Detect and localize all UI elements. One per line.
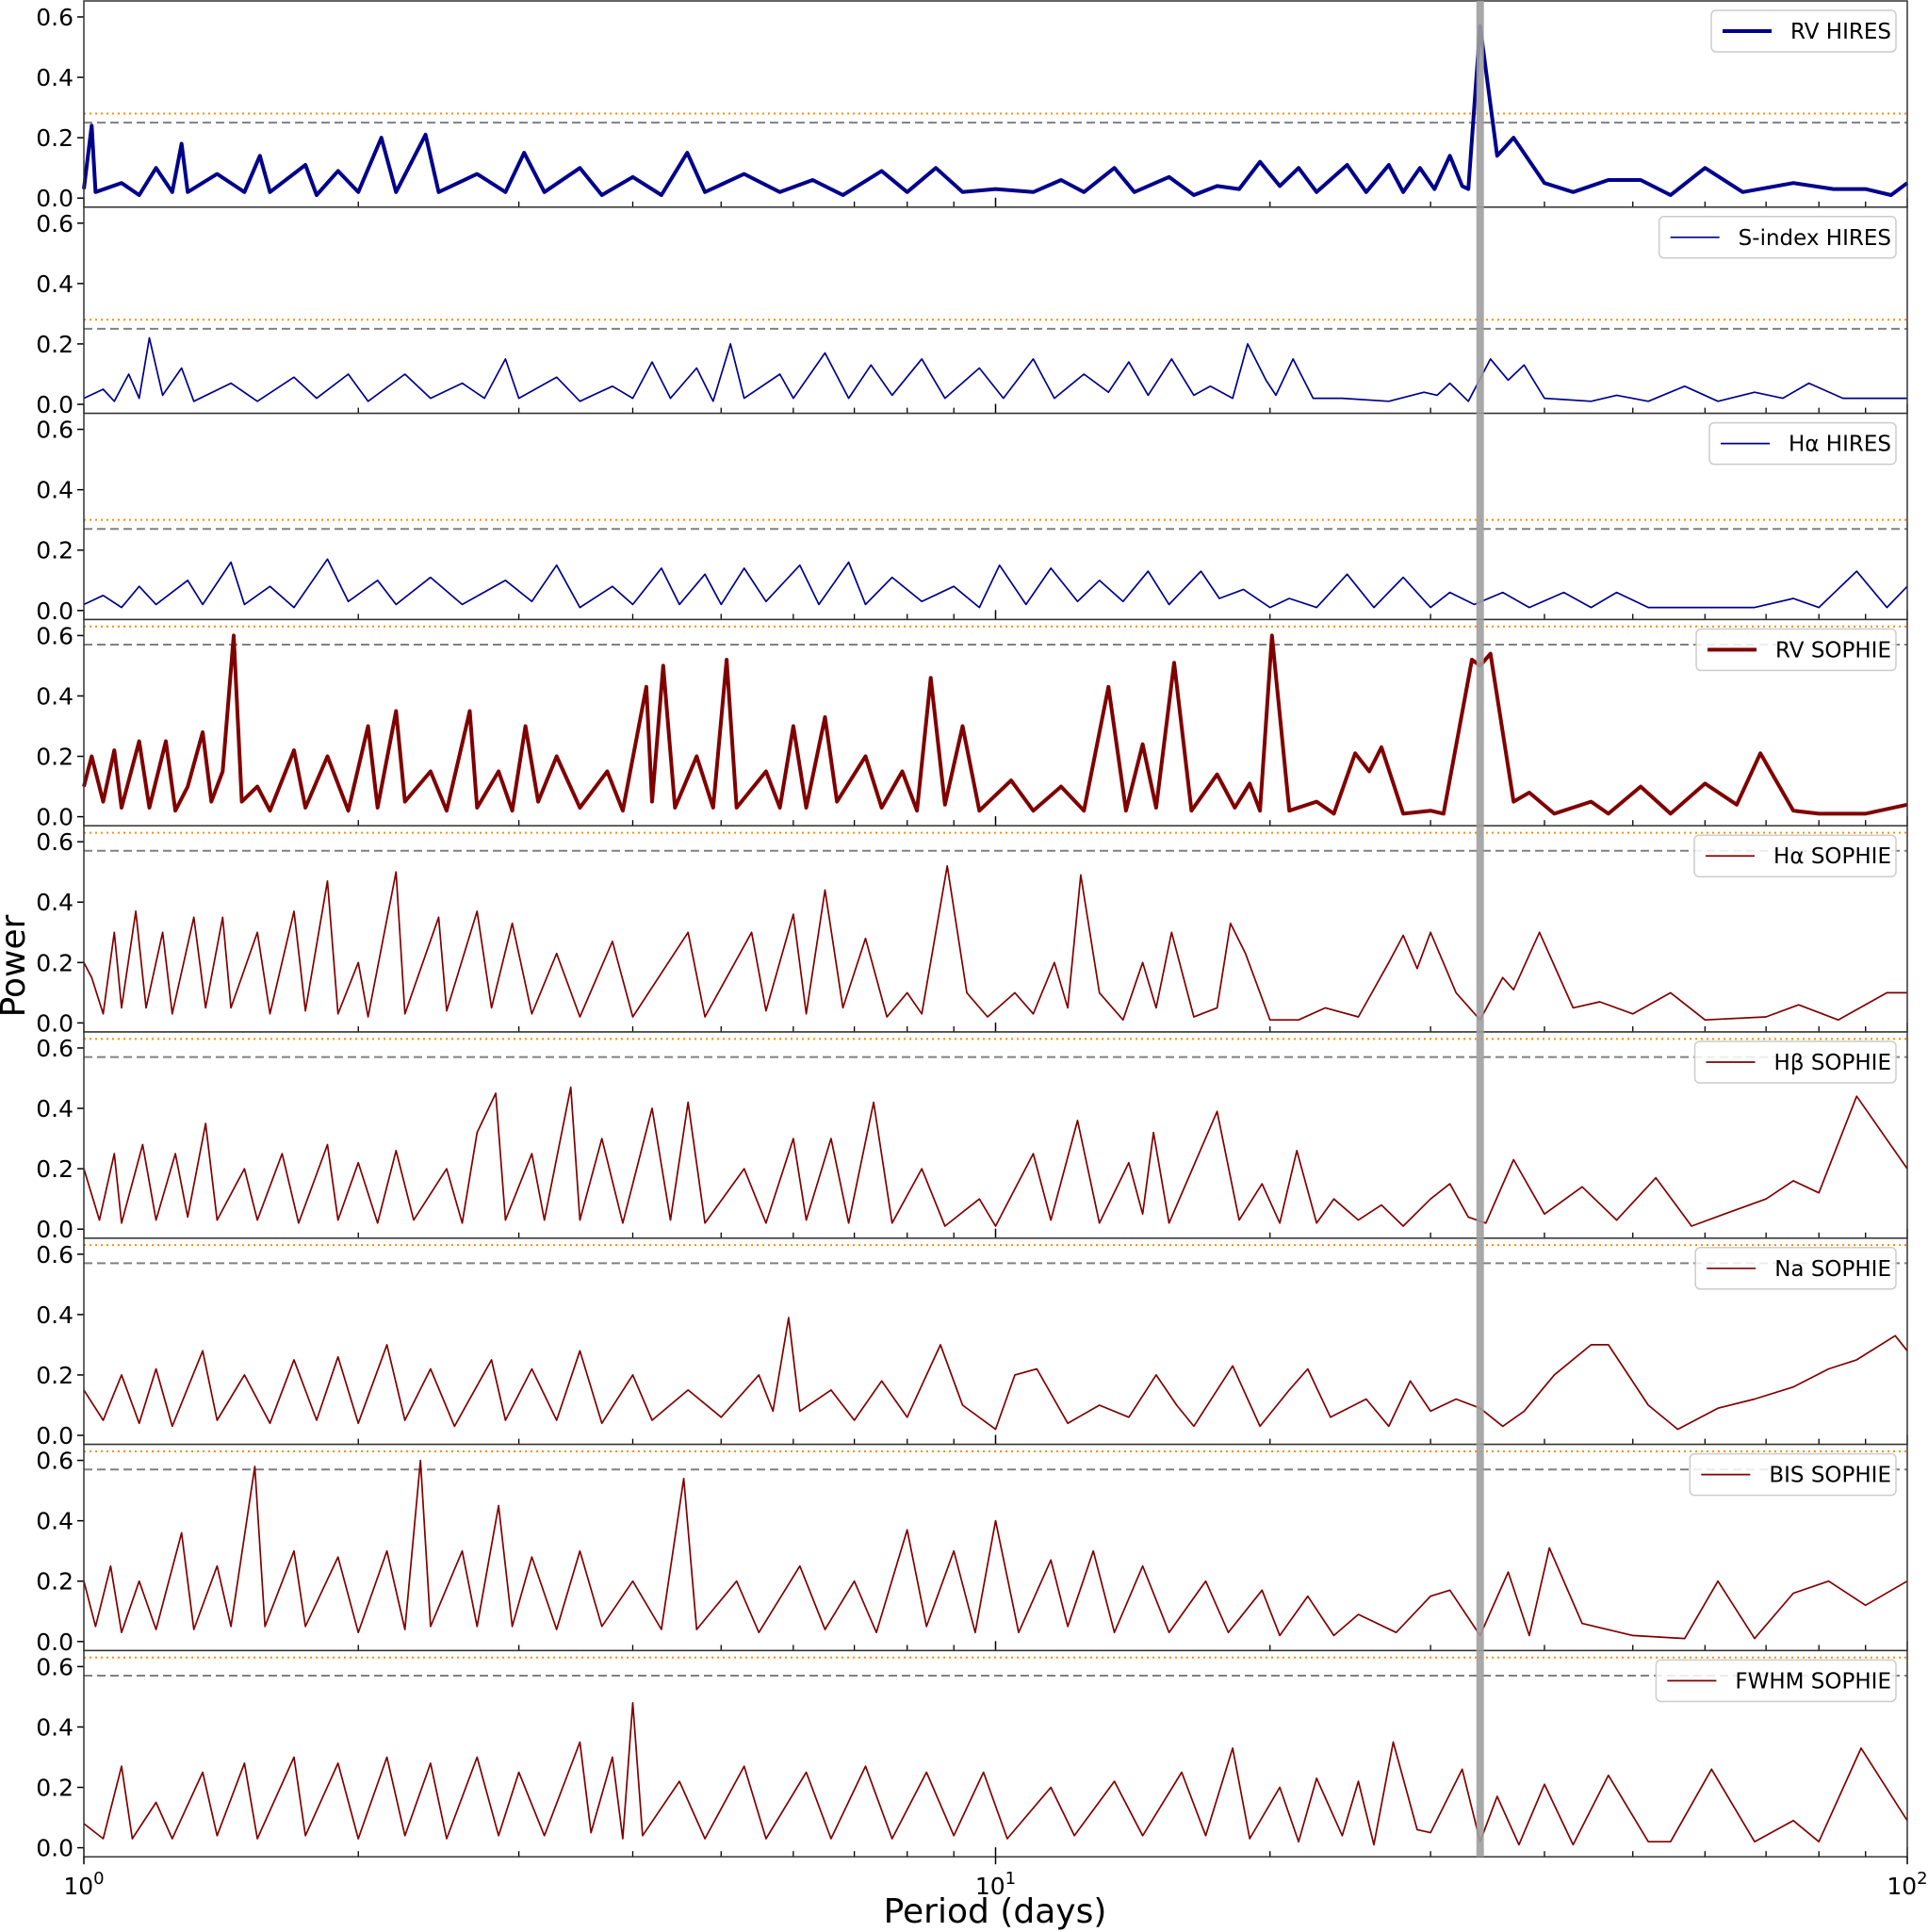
y-tick-label: 0.4 [36,64,74,91]
panel-rv-hires: 0.0 0.2 0.4 0.6 RV HIRES [36,0,1909,212]
y-tick-label: 0.0 [36,1422,74,1449]
panel-background [84,826,1907,1032]
legend-box [1710,9,1897,53]
y-tick-label: 0.2 [36,949,74,976]
y-tick-label: 0.4 [36,270,74,298]
y-tick-label: 0.0 [36,1629,74,1656]
y-tick-label: 0.6 [36,828,74,856]
panel-rv-sophie: 0.0 0.2 0.4 0.6 RV SOPHIE [36,618,1908,831]
series-line [82,633,1908,816]
legend-label: BIS SOPHIE [1769,1464,1891,1488]
panel-bis-sophie: 0.0 0.2 0.4 0.6 BIS SOPHIE [36,1443,1908,1656]
legend: FWHM SOPHIE [1655,1659,1897,1703]
legend-label: Hα HIRES [1789,433,1891,457]
legend: RV HIRES [1710,9,1897,53]
y-tick-label: 0.0 [36,1216,74,1243]
panel-fwhm-sophie: 0.0 0.2 0.4 0.6 FWHM SOPHIE [36,1649,1908,1862]
legend-box [1693,834,1897,877]
series-line [83,1086,1908,1227]
panel-h-hires: 0.0 0.2 0.4 0.6 Hα HIRES [36,412,1908,625]
panel-h-sophie: 0.0 0.2 0.4 0.6 Hβ SOPHIE [36,1031,1908,1243]
panel-background [84,1237,1907,1445]
legend-box [1655,1659,1897,1703]
panel-background [84,206,1907,414]
legend: RV SOPHIE [1695,628,1897,672]
y-tick-label: 0.6 [36,1448,74,1475]
legend: BIS SOPHIE [1689,1452,1897,1497]
y-tick-label: 0.6 [36,622,74,649]
series-line [83,1317,1908,1431]
panel-na-sophie: 0.0 0.2 0.4 0.6 Na SOPHIE [36,1237,1908,1449]
legend: Hβ SOPHIE [1693,1040,1897,1084]
y-tick-label: 0.0 [36,185,74,212]
y-tick-label: 0.4 [36,1095,74,1122]
panel-background [84,1032,1907,1238]
y-tick-label: 0.2 [36,1568,74,1596]
legend-label: Hβ SOPHIE [1774,1051,1891,1075]
panel-s-index-hires: 0.0 0.2 0.4 0.6 S-index HIRES [36,206,1908,418]
panel-h-sophie: 0.0 0.2 0.4 0.6 Hα SOPHIE [36,825,1908,1037]
y-tick-label: 0.2 [36,1155,74,1183]
legend-box [1694,1247,1897,1290]
legend: S-index HIRES [1658,216,1897,259]
y-tick-label: 0.6 [36,4,74,31]
legend-box [1693,1040,1897,1084]
y-tick-label: 0.4 [36,682,74,710]
legend: Na SOPHIE [1694,1247,1897,1290]
legend: Hα SOPHIE [1693,834,1897,877]
legend-label: S-index HIRES [1739,226,1891,251]
y-tick-label: 0.4 [36,889,74,916]
legend-label: Hα SOPHIE [1773,844,1891,869]
y-tick-label: 0.0 [36,804,74,831]
panel-background [84,1444,1907,1651]
panel-background [84,1,1907,207]
y-tick-label: 0.6 [36,210,74,237]
y-tick-label: 0.6 [36,1653,74,1680]
y-tick-label: 0.2 [36,744,74,771]
x-axis-label: Period (days) [884,1892,1107,1931]
panel-background [84,413,1907,620]
legend: Hα HIRES [1708,421,1897,466]
x-tick-label: 100 [63,1869,104,1900]
y-tick-label: 0.0 [36,1009,74,1037]
panel-background [84,1650,1907,1858]
legend-box [1658,216,1897,259]
panel-background [84,619,1907,827]
y-tick-label: 0.2 [36,537,74,565]
y-tick-label: 0.0 [36,598,74,625]
y-tick-label: 0.6 [36,417,74,444]
y-tick-label: 0.2 [36,1775,74,1802]
y-tick-label: 0.2 [36,1362,74,1389]
legend-box [1695,628,1897,672]
y-axis-label: Power [0,914,33,1017]
y-tick-label: 0.4 [36,477,74,504]
y-tick-label: 0.2 [36,124,74,152]
y-tick-label: 0.4 [36,1508,74,1535]
y-tick-label: 0.6 [36,1035,74,1062]
y-tick-label: 0.4 [36,1302,74,1329]
legend-box [1689,1452,1897,1497]
legend-label: FWHM SOPHIE [1735,1669,1891,1694]
legend-label: RV SOPHIE [1775,638,1891,663]
x-tick-label: 102 [1887,1869,1927,1900]
y-tick-label: 0.6 [36,1241,74,1269]
series-line [82,24,1909,197]
series-line [83,1701,1908,1846]
y-tick-label: 0.2 [36,331,74,358]
legend-label: RV HIRES [1790,20,1891,44]
series-line [83,864,1907,1022]
y-tick-label: 0.4 [36,1713,74,1741]
legend-label: Na SOPHIE [1774,1257,1891,1282]
series-line [83,336,1907,402]
legend-box [1708,421,1897,466]
y-tick-label: 0.0 [36,1835,74,1862]
series-line [83,558,1908,609]
x-tick-label: 101 [975,1869,1016,1900]
y-tick-label: 0.0 [36,391,74,418]
